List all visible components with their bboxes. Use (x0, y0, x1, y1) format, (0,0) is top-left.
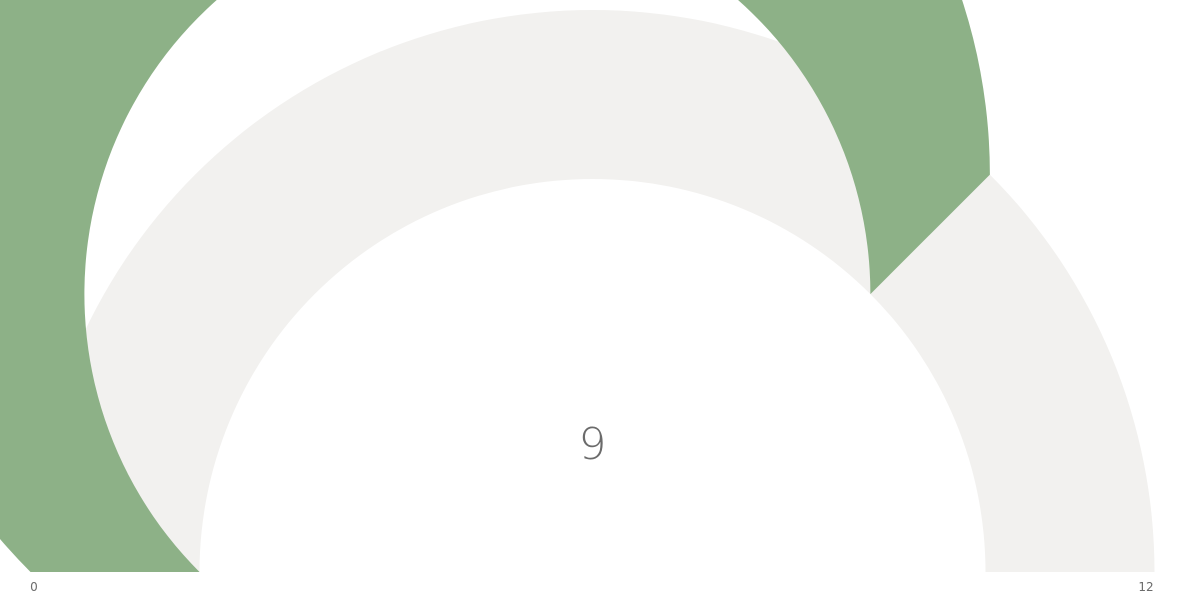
gauge-max-label: 12 (1138, 580, 1153, 594)
gauge-fill-bar (0, 0, 990, 572)
gauge-value-label: 9 (579, 419, 607, 470)
gauge-min-label: 0 (30, 580, 38, 594)
gauge-track (30, 9, 1155, 573)
